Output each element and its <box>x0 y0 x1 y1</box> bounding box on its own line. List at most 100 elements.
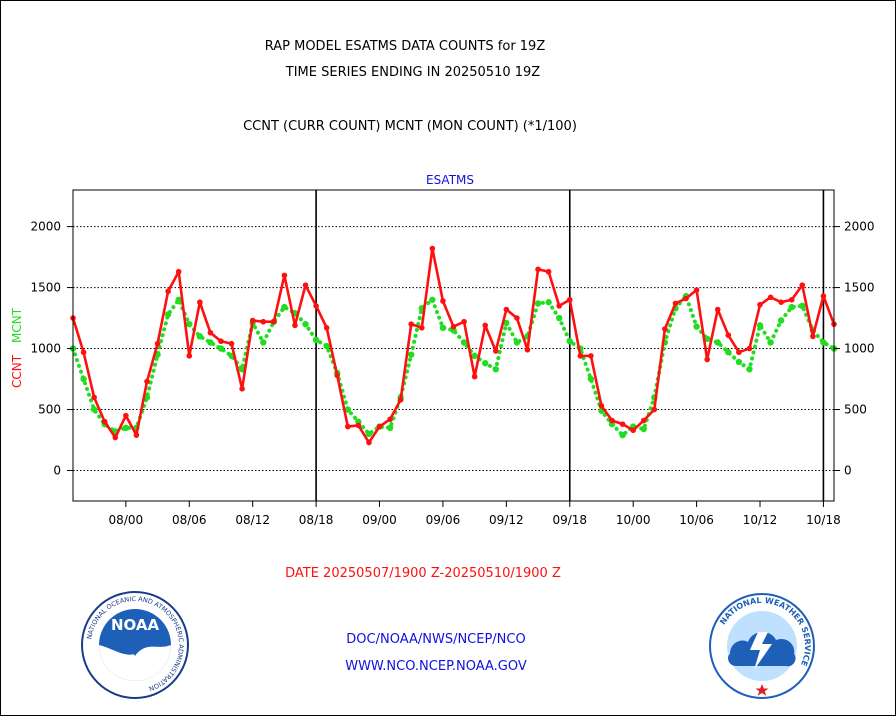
data-point-ccnt <box>218 338 224 345</box>
day-separators <box>315 190 825 501</box>
x-tick-label: 08/00 <box>109 513 144 527</box>
data-point-ccnt <box>757 301 763 308</box>
data-point-ccnt <box>154 340 161 347</box>
data-point-ccnt <box>471 373 478 380</box>
data-point-mcnt <box>746 366 753 373</box>
org-credit: DOC/NOAA/NWS/NCEP/NCO <box>346 632 526 647</box>
data-point-mcnt <box>386 424 394 432</box>
data-point-mcnt <box>281 303 288 311</box>
y-tick-label-left: 1500 <box>30 281 61 295</box>
data-point-mcnt <box>175 296 182 303</box>
data-point-ccnt <box>112 434 119 441</box>
data-point-ccnt <box>186 353 193 359</box>
data-point-mcnt <box>460 339 468 346</box>
x-tick-label: 09/12 <box>489 513 524 527</box>
panel-title: ESATMS <box>426 173 474 187</box>
data-point-ccnt <box>683 295 689 302</box>
y-tick-label-left: 2000 <box>30 220 61 234</box>
data-point-mcnt <box>482 359 489 367</box>
series-mcnt <box>69 292 838 439</box>
data-point-ccnt <box>609 417 615 424</box>
data-point-ccnt <box>207 329 214 336</box>
data-point-mcnt <box>344 406 352 413</box>
y-tick-label-left: 0 <box>53 464 61 478</box>
data-point-ccnt <box>345 423 351 430</box>
data-point-mcnt <box>186 320 193 328</box>
y-axis-label-ccnt: CCNT <box>10 354 24 388</box>
data-point-mcnt <box>90 406 98 413</box>
data-point-mcnt <box>513 339 521 346</box>
data-point-ccnt <box>630 427 636 434</box>
data-point-mcnt <box>693 323 700 330</box>
data-point-ccnt <box>397 396 404 403</box>
data-point-mcnt <box>503 319 510 327</box>
data-point-ccnt <box>598 403 605 409</box>
data-point-ccnt <box>376 423 383 430</box>
data-point-ccnt <box>810 333 816 340</box>
data-point-ccnt <box>408 321 415 327</box>
data-point-ccnt <box>271 318 277 325</box>
data-point-ccnt <box>440 298 446 304</box>
data-point-ccnt <box>503 306 510 313</box>
data-point-ccnt <box>725 332 732 338</box>
x-tick-label: 08/12 <box>235 513 270 527</box>
data-point-mcnt <box>619 431 626 439</box>
data-point-ccnt <box>228 340 235 347</box>
x-tick-label: 10/18 <box>806 513 841 527</box>
data-point-ccnt <box>566 296 573 303</box>
series-ccnt <box>70 245 837 446</box>
x-tick-label: 10/12 <box>743 513 778 527</box>
data-point-mcnt <box>302 320 309 328</box>
plot-area-border <box>72 189 835 502</box>
data-point-ccnt <box>281 272 288 279</box>
data-point-mcnt <box>534 300 542 307</box>
data-point-ccnt <box>492 348 499 354</box>
data-point-ccnt <box>461 318 467 325</box>
data-point-ccnt <box>355 422 362 429</box>
data-point-mcnt <box>207 339 214 346</box>
data-point-mcnt <box>408 351 415 358</box>
data-point-ccnt <box>429 245 436 252</box>
website-link[interactable]: WWW.NCO.NCEP.NOAA.GOV <box>345 659 527 674</box>
data-point-mcnt <box>312 336 320 344</box>
y-tick-label-right: 1500 <box>844 281 875 295</box>
data-point-ccnt <box>588 353 594 359</box>
chart-title-line2: TIME SERIES ENDING IN 20250510 19Z <box>285 65 541 80</box>
data-point-ccnt <box>450 323 457 330</box>
data-point-ccnt <box>418 325 425 331</box>
data-point-mcnt <box>555 314 563 322</box>
data-point-ccnt <box>799 282 806 288</box>
date-range: DATE 20250507/1900 Z-20250510/1900 Z <box>285 566 561 581</box>
chart-subtitle: CCNT (CURR COUNT) MCNT (MON COUNT) (*1/1… <box>243 119 577 134</box>
data-point-ccnt <box>736 349 742 356</box>
data-point-mcnt <box>439 324 447 332</box>
data-point-mcnt <box>735 358 743 366</box>
y-tick-label-right: 500 <box>844 403 867 417</box>
x-tick-label: 10/06 <box>679 513 714 527</box>
data-point-ccnt <box>662 326 668 332</box>
x-tick-label: 09/18 <box>552 513 587 527</box>
data-point-ccnt <box>366 439 372 446</box>
data-point-mcnt <box>566 338 573 345</box>
data-point-mcnt <box>777 317 785 324</box>
data-point-ccnt <box>292 322 298 329</box>
data-point-mcnt <box>471 352 478 360</box>
y-tick-label-right: 0 <box>844 464 852 478</box>
y-axis-label-mcnt: MCNT <box>10 307 24 343</box>
y-tick-label-left: 1000 <box>30 342 61 356</box>
data-point-mcnt <box>820 339 827 346</box>
data-point-mcnt <box>725 349 732 356</box>
data-point-ccnt <box>239 385 245 392</box>
data-point-ccnt <box>249 317 256 324</box>
data-point-mcnt <box>260 339 267 346</box>
chart-title-line1: RAP MODEL ESATMS DATA COUNTS for 19Z <box>264 39 546 54</box>
data-point-ccnt <box>334 372 341 379</box>
data-point-ccnt <box>80 349 87 356</box>
data-point-ccnt <box>323 325 330 331</box>
data-point-ccnt <box>123 412 129 419</box>
data-point-ccnt <box>313 303 319 309</box>
data-point-ccnt <box>545 268 552 275</box>
axes: 0 0 500 500 1000 1000 1500 1500 2000 2000 08/00 08/… <box>30 220 874 527</box>
data-point-mcnt <box>756 322 764 329</box>
data-point-mcnt <box>767 339 774 346</box>
